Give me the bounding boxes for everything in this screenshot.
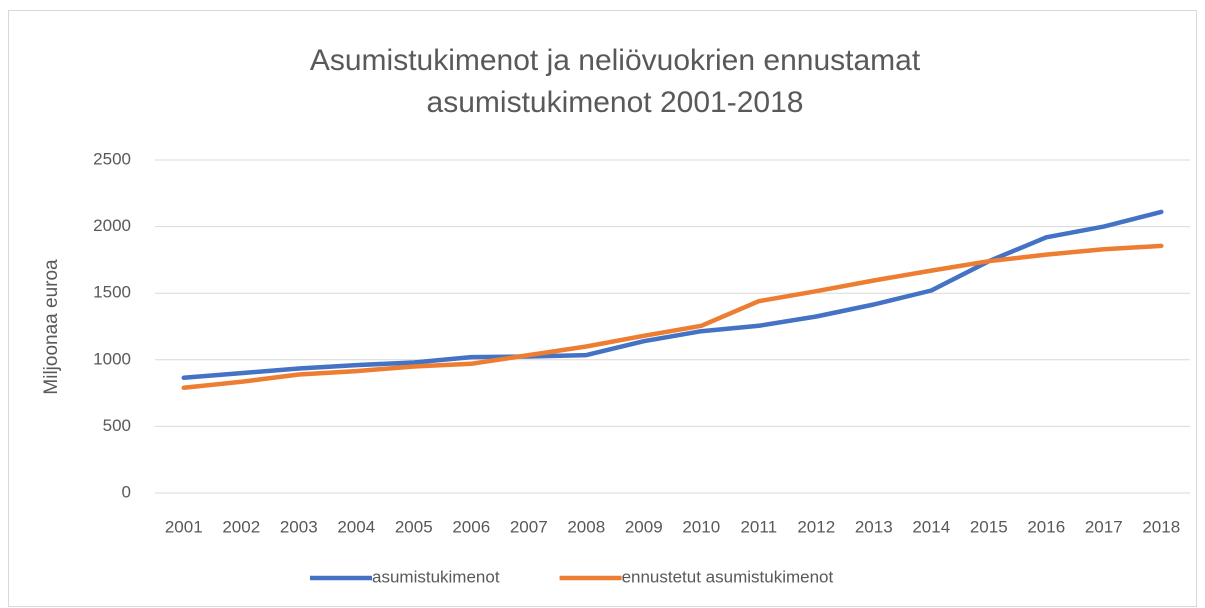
y-tick-label: 0 — [122, 482, 131, 501]
x-tick-label: 2015 — [970, 517, 1008, 536]
y-tick-label: 2500 — [93, 149, 131, 168]
chart-title: Asumistukimenot ja neliövuokrien ennusta… — [309, 44, 921, 119]
x-tick-label: 2004 — [337, 517, 375, 536]
x-tick-label: 2018 — [1142, 517, 1180, 536]
y-tick-label: 2000 — [93, 216, 131, 235]
x-tick-label: 2005 — [395, 517, 433, 536]
chart-frame — [8, 10, 1197, 607]
x-tick-label: 2016 — [1027, 517, 1065, 536]
series-line — [181, 209, 1164, 381]
x-tick-label: 2012 — [797, 517, 835, 536]
y-axis-label: Miljoonaa euroa — [41, 259, 62, 395]
x-tick-label: 2002 — [222, 517, 260, 536]
x-tick-label: 2010 — [682, 517, 720, 536]
y-tick-label: 1000 — [93, 349, 131, 368]
x-tick-label: 2014 — [912, 517, 950, 536]
x-tick-label: 2006 — [452, 517, 490, 536]
x-tick-label: 2009 — [625, 517, 663, 536]
x-tick-label: 2007 — [510, 517, 548, 536]
series-line — [181, 243, 1164, 391]
y-tick-label: 500 — [103, 416, 131, 435]
x-tick-label: 2008 — [567, 517, 605, 536]
y-tick-label: 1500 — [93, 283, 131, 302]
x-tick-label: 2011 — [740, 517, 777, 536]
x-tick-label: 2003 — [280, 517, 318, 536]
x-tick-label: 2017 — [1085, 517, 1123, 536]
legend-label: asumistukimenot — [372, 567, 500, 586]
legend-label: ennustetut asumistukimenot — [622, 567, 834, 586]
x-tick-label: 2013 — [855, 517, 893, 536]
x-tick-label: 2001 — [165, 517, 203, 536]
